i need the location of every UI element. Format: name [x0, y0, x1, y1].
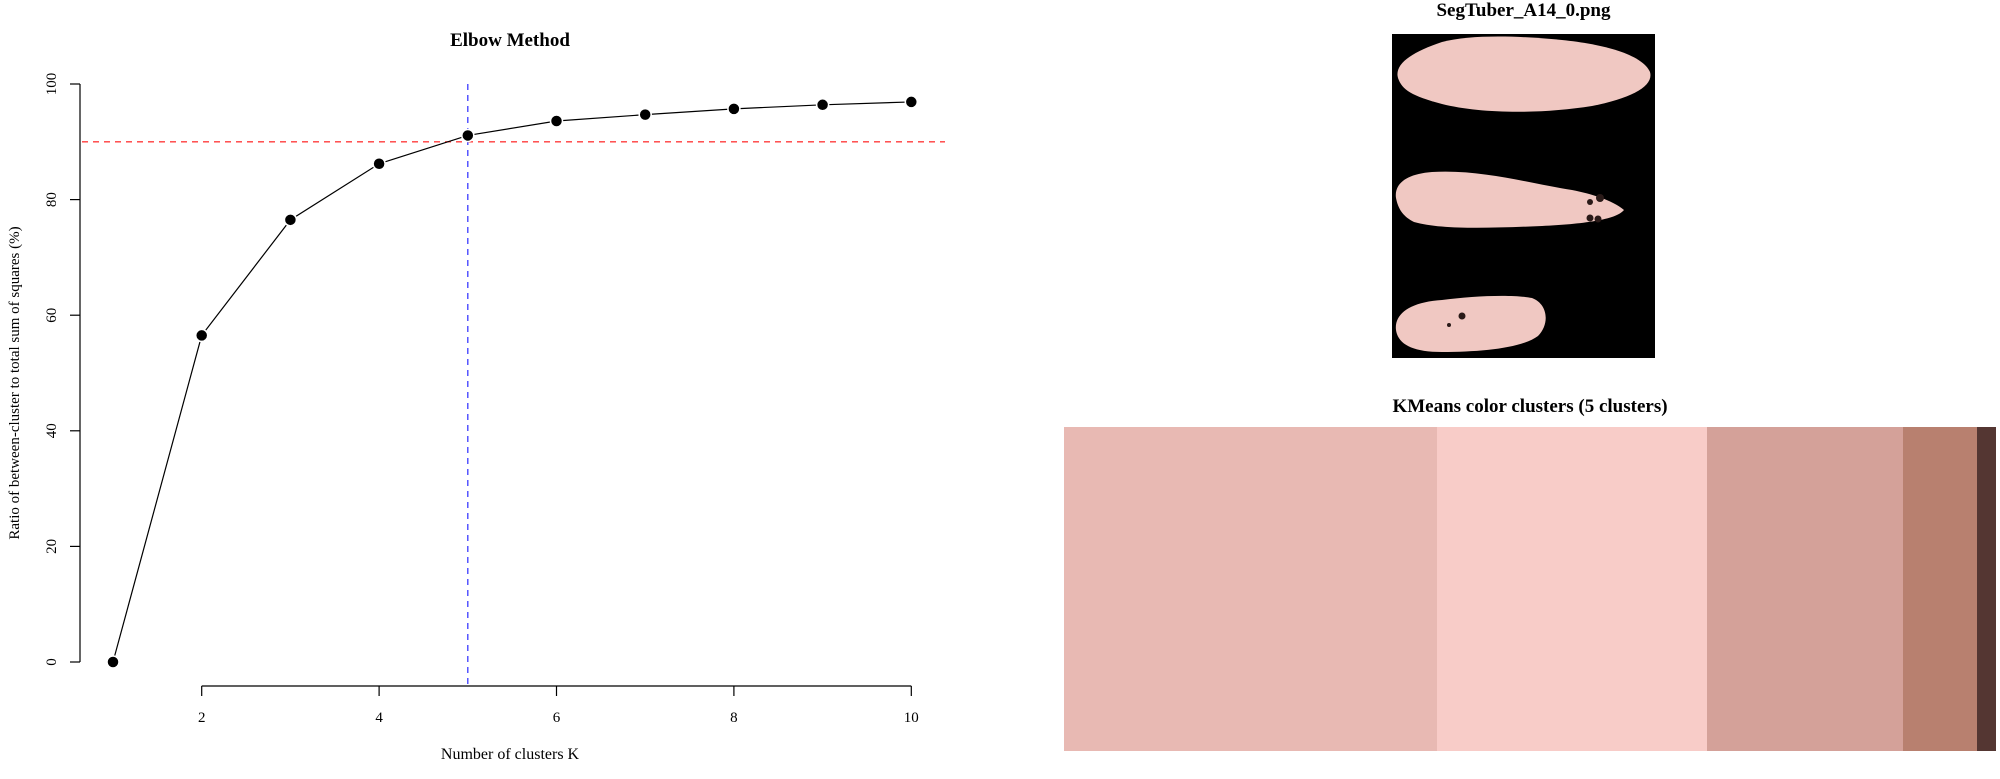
y-axis: 0 20 40 60 80 100: [44, 73, 81, 666]
data-point: [904, 95, 919, 109]
data-point: [106, 655, 120, 669]
y-tick-label: 0: [44, 658, 60, 666]
spot: [1596, 194, 1604, 202]
x-axis: 2 4 6 8 10: [198, 685, 919, 726]
x-tick-label: 8: [730, 710, 738, 726]
data-point: [549, 114, 564, 128]
tuber-top: [1397, 36, 1651, 112]
tuber-photo: [1395, 36, 1651, 352]
tuber-middle: [1395, 171, 1624, 228]
data-point: [372, 157, 386, 171]
cluster-swatch: [1977, 427, 1996, 751]
image-title: SegTuber_A14_0.png: [1436, 0, 1611, 21]
x-tick-label: 4: [375, 710, 383, 726]
spot: [1586, 214, 1594, 222]
x-tick-label: 6: [553, 710, 561, 726]
clusters-title: KMeans color clusters (5 clusters): [1392, 396, 1668, 417]
series-line: [112, 101, 912, 663]
y-tick-label: 80: [44, 192, 60, 207]
series-points: [106, 95, 919, 669]
elbow-chart: Elbow Method 0 20 40 60 80 100 2 4 6 8 10 Number …: [7, 30, 945, 763]
data-point: [815, 98, 830, 112]
data-point: [638, 107, 652, 122]
y-tick-label: 40: [44, 423, 60, 438]
x-axis-label: Number of clusters K: [441, 746, 580, 763]
cluster-swatch: [1902, 427, 1978, 751]
color-clusters-bar: [1064, 427, 1996, 751]
y-tick-label: 60: [44, 308, 60, 323]
x-tick-label: 10: [904, 710, 919, 726]
data-point: [194, 328, 209, 343]
y-axis-label: Ratio of between-cluster to total sum of…: [7, 226, 23, 539]
data-point: [283, 213, 298, 227]
cluster-swatch: [1064, 427, 1437, 751]
spot: [1458, 312, 1466, 320]
data-point: [461, 128, 475, 143]
y-tick-label: 20: [44, 539, 60, 554]
series-polyline: [112, 101, 912, 663]
data-point: [727, 102, 741, 116]
tuber-bottom: [1395, 295, 1546, 352]
y-tick-label: 100: [44, 73, 60, 96]
spot: [1587, 199, 1593, 205]
x-tick-label: 2: [198, 710, 206, 726]
cluster-swatch: [1707, 427, 1903, 751]
spot: [1447, 323, 1451, 327]
cluster-swatch: [1436, 427, 1708, 751]
reference-lines: [82, 84, 945, 686]
chart-title: Elbow Method: [450, 30, 570, 51]
tuber-image: [1392, 34, 1655, 358]
spot: [1594, 215, 1602, 223]
